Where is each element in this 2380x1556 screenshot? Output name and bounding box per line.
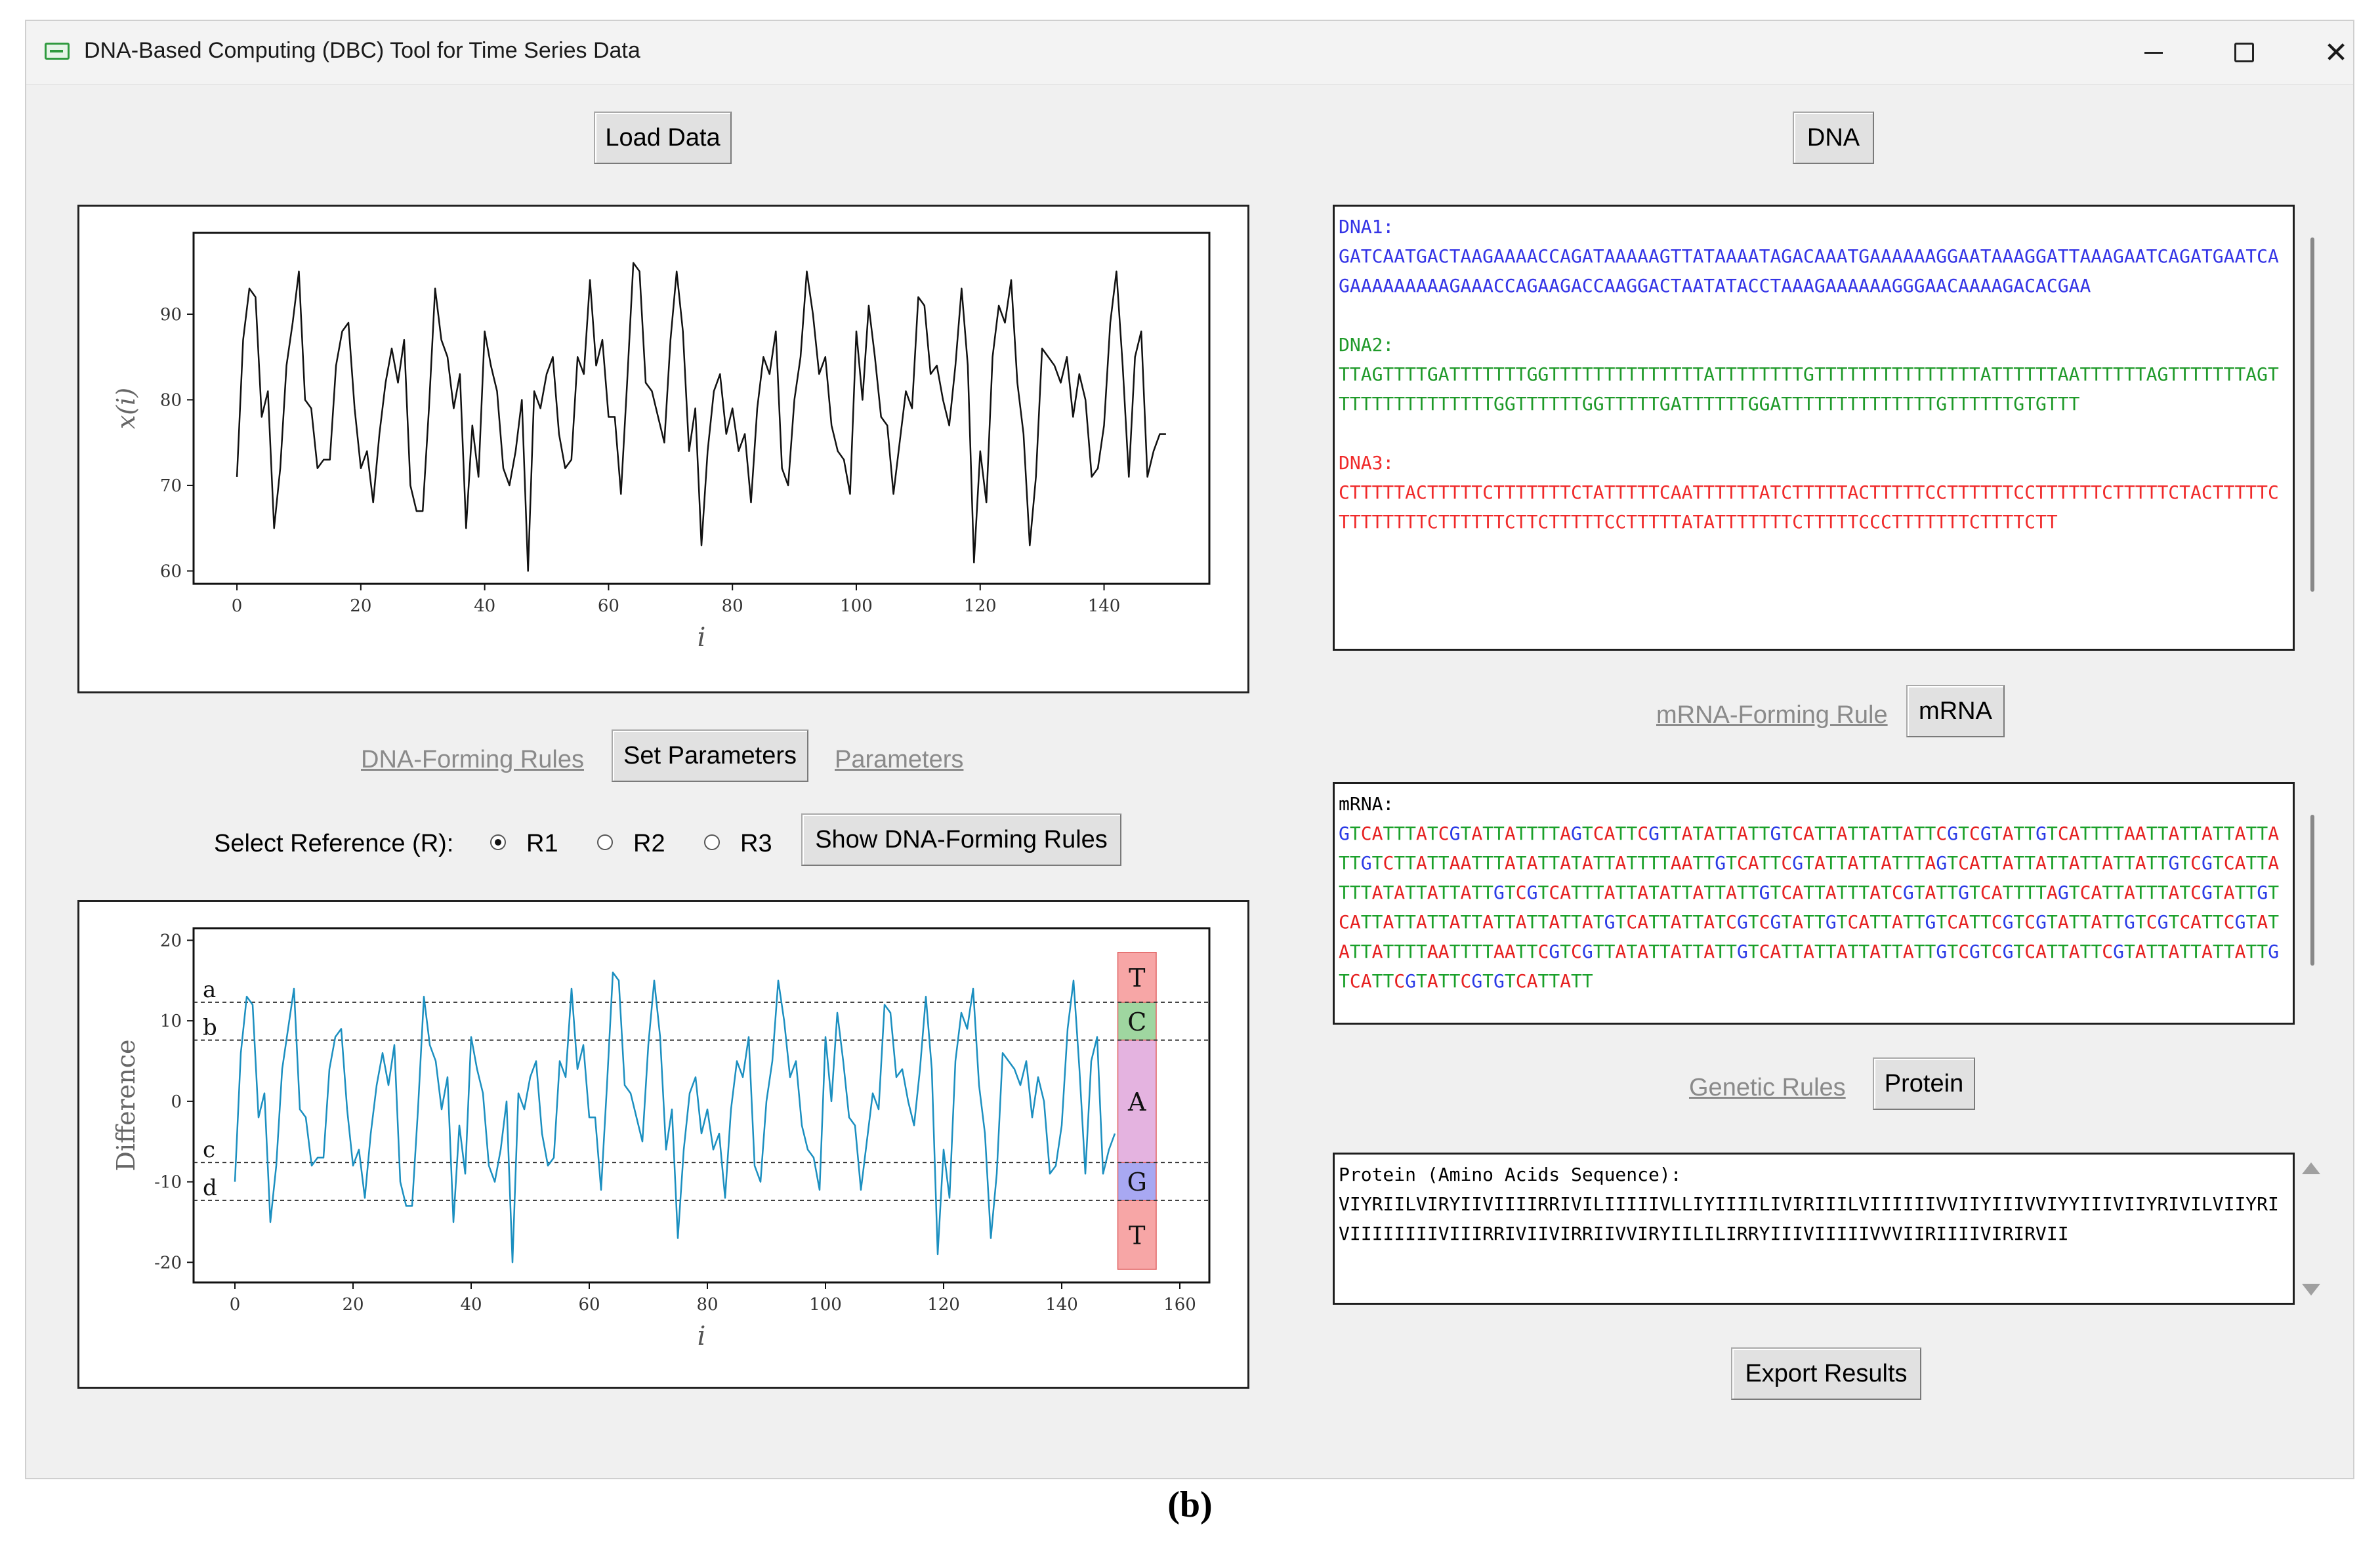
dna3-sequence: CTTTTTACTTTTTCTTTTTTTCTATTTTTCAATTTTTTAT… bbox=[1339, 481, 2279, 533]
dna-output-box[interactable]: DNA1: GATCAATGACTAAGAAAACCAGATAAAAAGTTAT… bbox=[1333, 205, 2295, 651]
y-tick-label: 0 bbox=[171, 1092, 182, 1112]
time-series-chart-panel: 0 20 40 60 80 100 120 140 60 70 80 90 i x(i) bbox=[77, 205, 1249, 693]
difference-chart-panel: T C A G T 0 20 40 60 80 100 120 140 160 -20 -10 0 10 20 i Di… bbox=[77, 900, 1249, 1389]
band-label-1: C bbox=[1127, 1008, 1146, 1036]
dna3-label: DNA3: bbox=[1339, 452, 1394, 474]
dna2-label: DNA2: bbox=[1339, 334, 1394, 356]
protein-sequence: VIYRIILVIRYIIVIIIIRRIVILIIIIIVLLIYIIIILI… bbox=[1339, 1193, 2279, 1244]
radio-r2[interactable] bbox=[597, 834, 613, 850]
x-tick-label: 40 bbox=[460, 1295, 482, 1315]
time-series-chart: 0 20 40 60 80 100 120 140 60 70 80 90 i x(i) bbox=[112, 232, 1211, 653]
dna-scrollbar[interactable] bbox=[2310, 237, 2314, 592]
mrna-output-box[interactable]: mRNA: GTCATTTATCGTATTATTTTAGTCATTCGTTATA… bbox=[1333, 782, 2295, 1025]
mrna-label: mRNA: bbox=[1339, 793, 1394, 815]
dna1-sequence: GATCAATGACTAAGAAAACCAGATAAAAAGTTATAAAATA… bbox=[1339, 245, 2279, 297]
window-title: DNA-Based Computing (DBC) Tool for Time … bbox=[84, 38, 640, 63]
radio-r3[interactable] bbox=[704, 834, 720, 850]
y-tick-label: 90 bbox=[160, 305, 182, 325]
dna-forming-rules-link[interactable]: DNA-Forming Rules bbox=[361, 746, 584, 773]
y-tick-label: 10 bbox=[160, 1012, 182, 1031]
app-window: DNA-Based Computing (DBC) Tool for Time … bbox=[25, 20, 2354, 1479]
x-tick-label: 20 bbox=[342, 1295, 364, 1315]
y-tick-label: 70 bbox=[160, 476, 182, 496]
protein-label: Protein (Amino Acids Sequence): bbox=[1339, 1164, 1682, 1185]
mrna-scrollbar[interactable] bbox=[2310, 815, 2314, 966]
x-tick-label: 0 bbox=[232, 596, 243, 616]
x-tick-label: 100 bbox=[809, 1295, 842, 1315]
x-tick-label: 60 bbox=[578, 1295, 600, 1315]
series-line bbox=[236, 262, 1166, 572]
x-tick-label: 80 bbox=[696, 1295, 718, 1315]
x-tick-label: 60 bbox=[598, 596, 619, 616]
x-tick-label: 140 bbox=[1045, 1295, 1078, 1315]
y-axis-label: Difference bbox=[112, 1039, 140, 1171]
scroll-up-arrow-icon[interactable] bbox=[2302, 1162, 2320, 1174]
threshold-label-a: a bbox=[203, 977, 216, 1003]
dna-button[interactable]: DNA bbox=[1793, 112, 1874, 164]
y-tick-label: 20 bbox=[160, 931, 182, 951]
band-label-0: T bbox=[1129, 964, 1145, 993]
close-icon[interactable]: ✕ bbox=[2324, 36, 2349, 69]
band-4 bbox=[1117, 1200, 1157, 1270]
show-dna-forming-rules-button[interactable]: Show DNA-Forming Rules bbox=[801, 813, 1121, 866]
x-tick-label: 80 bbox=[722, 596, 743, 616]
plot-frame bbox=[192, 927, 1211, 1284]
x-tick-label: 120 bbox=[927, 1295, 960, 1315]
radio-r3-label: R3 bbox=[740, 830, 772, 857]
x-axis-label: i bbox=[698, 1321, 706, 1351]
band-label-3: G bbox=[1127, 1168, 1147, 1197]
export-results-button[interactable]: Export Results bbox=[1731, 1347, 1921, 1400]
threshold-label-c: c bbox=[203, 1137, 215, 1163]
y-tick-label: -10 bbox=[154, 1173, 182, 1193]
reference-label: Select Reference (R): bbox=[214, 830, 454, 857]
y-tick-label: -20 bbox=[154, 1253, 182, 1273]
y-axis-label: x(i) bbox=[112, 388, 140, 429]
x-tick-label: 0 bbox=[230, 1295, 241, 1315]
x-axis-label: i bbox=[698, 623, 706, 653]
genetic-rules-link[interactable]: Genetic Rules bbox=[1689, 1074, 1846, 1101]
band-label-2: A bbox=[1127, 1088, 1146, 1116]
mrna-sequence: GTCATTTATCGTATTATTTTAGTCATTCGTTATATTATTG… bbox=[1339, 823, 2280, 992]
x-tick-label: 160 bbox=[1163, 1295, 1196, 1315]
app-icon bbox=[45, 43, 70, 60]
scroll-down-arrow-icon[interactable] bbox=[2302, 1284, 2320, 1296]
plot-frame bbox=[192, 232, 1211, 585]
protein-button[interactable]: Protein bbox=[1873, 1057, 1975, 1110]
load-data-button[interactable]: Load Data bbox=[594, 112, 732, 164]
x-tick-label: 40 bbox=[474, 596, 495, 616]
maximize-icon[interactable] bbox=[2218, 33, 2270, 72]
threshold-label-b: b bbox=[203, 1015, 217, 1041]
parameters-link[interactable]: Parameters bbox=[835, 746, 964, 773]
band-label-4: T bbox=[1129, 1221, 1145, 1250]
x-tick-label: 120 bbox=[964, 596, 997, 616]
y-tick-label: 80 bbox=[160, 390, 182, 410]
figure-caption: (b) bbox=[1167, 1484, 1213, 1525]
threshold-label-d: d bbox=[203, 1175, 217, 1201]
dna2-sequence: TTAGTTTTGATTTTTTTGGTTTTTTTTTTTTTTATTTTTT… bbox=[1339, 363, 2279, 415]
dna1-label: DNA1: bbox=[1339, 216, 1394, 237]
x-tick-label: 100 bbox=[840, 596, 873, 616]
x-tick-label: 140 bbox=[1088, 596, 1121, 616]
y-tick-label: 60 bbox=[160, 562, 182, 581]
series-line bbox=[234, 972, 1116, 1263]
mrna-forming-rule-link[interactable]: mRNA-Forming Rule bbox=[1656, 701, 1888, 729]
set-parameters-button[interactable]: Set Parameters bbox=[612, 729, 808, 782]
protein-output-box[interactable]: Protein (Amino Acids Sequence): VIYRIILV… bbox=[1333, 1153, 2295, 1305]
x-tick-label: 20 bbox=[350, 596, 371, 616]
radio-r1-label: R1 bbox=[526, 830, 558, 857]
radio-r2-label: R2 bbox=[633, 830, 665, 857]
title-bar: DNA-Based Computing (DBC) Tool for Time … bbox=[26, 21, 2353, 85]
mrna-button[interactable]: mRNA bbox=[1906, 685, 2005, 737]
radio-r1[interactable] bbox=[490, 834, 506, 850]
minimize-icon[interactable] bbox=[2127, 33, 2180, 72]
